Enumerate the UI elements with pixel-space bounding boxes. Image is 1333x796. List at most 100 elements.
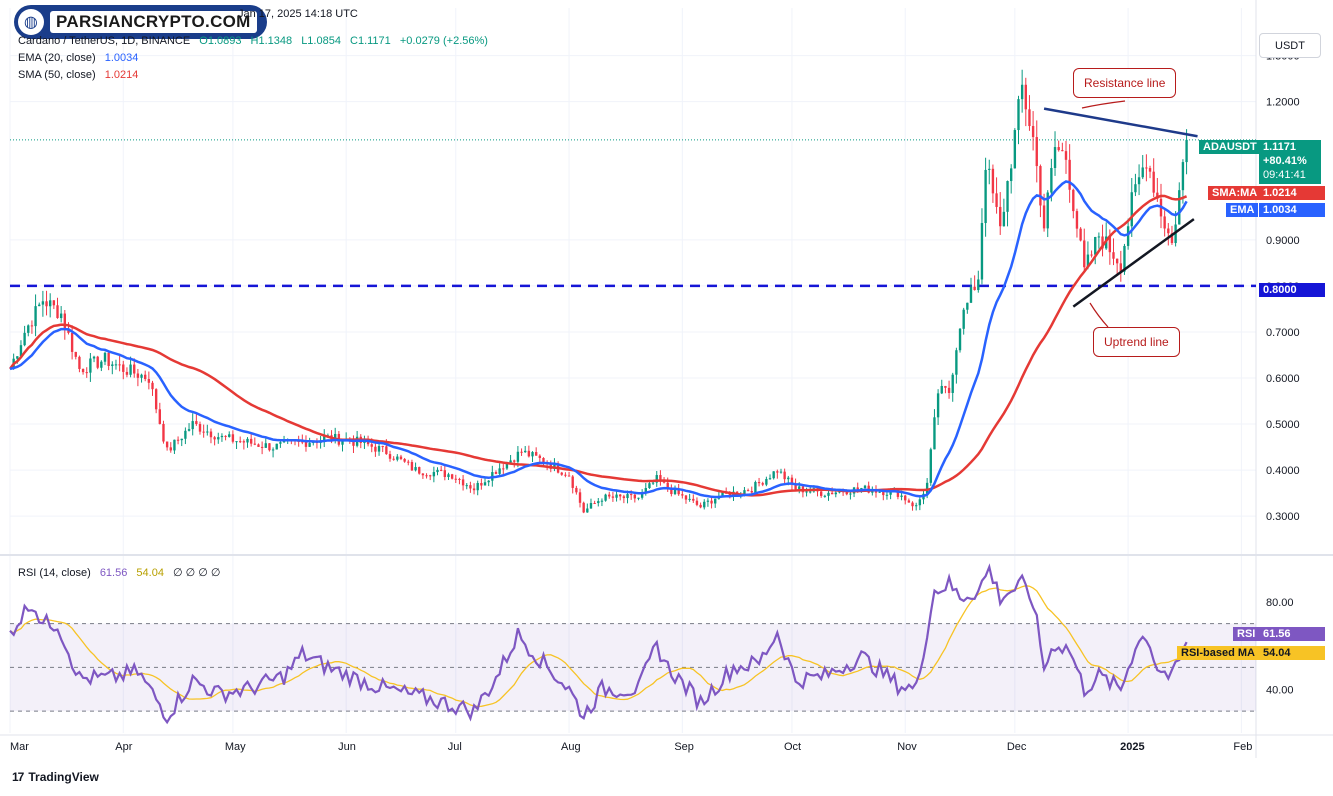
candle-body: [611, 496, 615, 498]
rsi-legend[interactable]: RSI (14, close) 61.56 54.04 ∅ ∅ ∅ ∅: [18, 566, 221, 579]
ema-tag-label: EMA: [1226, 203, 1259, 217]
candle-body: [969, 286, 973, 303]
candle-body: [874, 490, 878, 493]
candle-body: [271, 449, 275, 451]
candle-body: [41, 301, 45, 305]
candle-body: [1167, 228, 1170, 234]
candle-body: [710, 500, 713, 504]
candle-body: [122, 364, 125, 372]
candle-body: [695, 500, 699, 505]
candle-body: [1086, 254, 1090, 268]
candle-body: [790, 477, 794, 485]
candle-body: [520, 451, 523, 453]
candle-body: [85, 372, 88, 374]
rsi-line: [9, 563, 1188, 725]
time-tick-label: May: [225, 741, 246, 753]
last-change: +80.41%: [1263, 155, 1307, 167]
candle-body: [1141, 167, 1144, 178]
candle-body: [176, 439, 180, 441]
uptrend-annotation: Uptrend line: [1093, 327, 1180, 357]
candle-body: [450, 474, 454, 479]
candle-body: [461, 479, 465, 486]
candle-body: [16, 356, 19, 359]
candle-body: [1028, 109, 1031, 127]
time-tick-label: Jul: [448, 741, 462, 753]
rsi-tag-value: 61.56: [1259, 627, 1325, 641]
candle-body: [1031, 126, 1035, 138]
time-tick-label: 2025: [1120, 741, 1144, 753]
candle-body: [659, 475, 662, 482]
time-tick-label: Jun: [338, 741, 356, 753]
candle-body: [684, 495, 688, 500]
candle-body: [999, 206, 1002, 227]
candle-body: [209, 431, 213, 438]
candle-body: [352, 441, 355, 446]
low-value: L1.0854: [301, 35, 341, 47]
candle-body: [995, 193, 998, 207]
candle-body: [246, 438, 249, 443]
candle-body: [655, 475, 658, 483]
candle-body: [304, 441, 308, 447]
candle-body: [925, 482, 929, 494]
candle-body: [929, 449, 932, 483]
candle-body: [1094, 236, 1097, 255]
price-tick-label: 0.3000: [1266, 511, 1300, 523]
candle-body: [1185, 139, 1188, 163]
candle-body: [465, 485, 468, 487]
sma-legend[interactable]: SMA (50, close) 1.0214: [18, 69, 138, 81]
candle-body: [27, 325, 30, 333]
open-value: O1.0893: [199, 35, 242, 47]
candle-body: [429, 475, 432, 477]
candle-body: [604, 494, 607, 501]
candle-body: [914, 505, 918, 507]
candle-body: [633, 494, 637, 499]
uptrend-trendline: [1072, 218, 1195, 308]
currency-button[interactable]: USDT: [1259, 33, 1321, 58]
candle-body: [308, 443, 311, 447]
candle-body: [443, 470, 447, 477]
candle-body: [59, 313, 63, 319]
candle-body: [1083, 240, 1086, 268]
candle-body: [151, 382, 154, 390]
candle-body: [1163, 216, 1166, 229]
candle-body: [1013, 130, 1017, 169]
candle-body: [49, 300, 52, 307]
candle-body: [516, 451, 520, 462]
price-tick-label: 0.9000: [1266, 235, 1300, 247]
candle-body: [542, 458, 545, 464]
candle-body: [279, 442, 282, 444]
candle-body: [45, 301, 48, 307]
candle-body: [933, 417, 936, 450]
candle-body: [370, 444, 373, 447]
candle-body: [264, 443, 267, 448]
candle-body: [140, 374, 143, 378]
candle-body: [1075, 211, 1079, 229]
candle-body: [944, 385, 947, 388]
candle-body: [575, 487, 578, 493]
candle-body: [1178, 190, 1181, 225]
candle-body: [798, 486, 801, 490]
last-price-tag: 1.1171 +80.41% 09:41:41: [1259, 140, 1321, 184]
candle-body: [692, 498, 695, 501]
tradingview-brand[interactable]: 17 TradingView: [12, 770, 99, 784]
candle-body: [30, 325, 34, 327]
ema-legend[interactable]: EMA (20, close) 1.0034: [18, 52, 138, 64]
candle-body: [198, 424, 202, 432]
candle-body: [1119, 263, 1122, 272]
candle-body: [162, 423, 165, 442]
candle-body: [377, 446, 381, 452]
candle-body: [169, 447, 172, 451]
candle-body: [958, 328, 962, 351]
candle-body: [191, 421, 194, 430]
candle-body: [502, 468, 505, 470]
candle-body: [498, 468, 501, 474]
candle-body: [567, 475, 571, 477]
candle-body: [385, 446, 388, 455]
candle-body: [527, 450, 531, 457]
candle-body: [224, 435, 227, 437]
candle-body: [629, 494, 633, 496]
ema-20-line: [9, 180, 1188, 499]
candle-body: [432, 472, 436, 477]
candle-body: [260, 446, 264, 448]
